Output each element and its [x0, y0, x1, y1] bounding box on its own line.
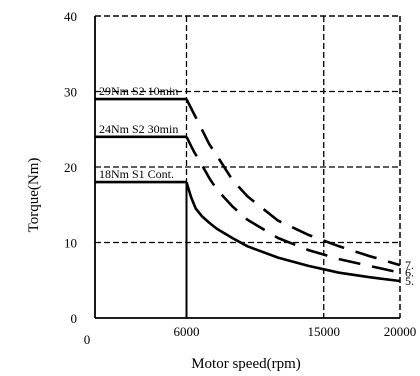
- y-tick-label-0: 0: [71, 311, 78, 326]
- x-axis-label: Motor speed(rpm): [191, 356, 301, 372]
- series-1-label: 24Nm S2 30min: [99, 122, 178, 136]
- series-1-falloff: [185, 136, 401, 274]
- series-labels: 29Nm S2 10min 7. 24Nm S2 30min 6. 18Nm S1 Co…: [99, 84, 414, 288]
- y-axis-label: Torque(Nm): [26, 158, 42, 233]
- x-tick-label-6000: 6000: [174, 324, 200, 339]
- y-tick-label-40: 40: [64, 9, 77, 24]
- y-tick-label-10: 10: [64, 236, 77, 251]
- x-tick-label-15000: 15000: [308, 324, 341, 339]
- series-2-label: 18Nm S1 Cont.: [99, 167, 174, 181]
- plot-frame: [94, 15, 401, 319]
- x-tick-label-20000: 20000: [384, 324, 417, 339]
- tick-labels: 0 10 20 30 40 0 6000 15000 20000: [64, 9, 416, 347]
- series-layer: [95, 97, 401, 283]
- series-2-falloff: [185, 181, 401, 283]
- series-0-end-label: 7.: [405, 258, 414, 272]
- grid-layer: [95, 16, 400, 318]
- y-tick-label-30: 30: [64, 85, 77, 100]
- series-2-end-label: 5.: [405, 274, 414, 288]
- series-0-falloff: [185, 98, 401, 267]
- series-0-label: 29Nm S2 10min: [99, 84, 178, 98]
- series-1-end-label: 6.: [405, 266, 414, 280]
- x-tick-label-0: 0: [84, 332, 91, 347]
- y-tick-label-20: 20: [64, 160, 77, 175]
